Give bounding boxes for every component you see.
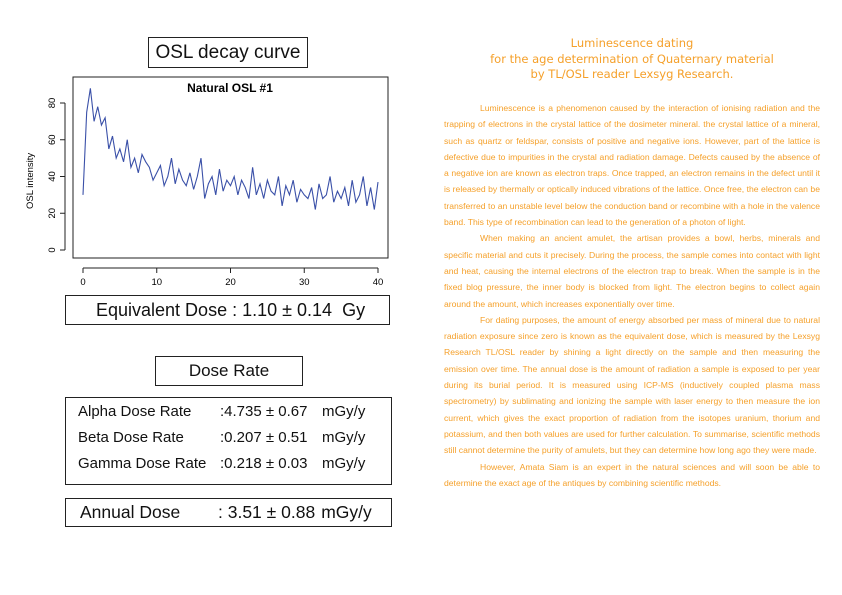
plot-title: Natural OSL #1 [187, 81, 273, 95]
chart-title-box: OSL decay curve [148, 37, 308, 68]
row-value: :4.735 ± 0.67 [220, 403, 308, 420]
article-heading: Luminescence dating for the age determin… [444, 36, 820, 83]
paragraph: When making an ancient amulet, the artis… [444, 233, 820, 309]
annual-dose-box: Annual Dose : 3.51 ± 0.88 mGy/y [65, 498, 392, 527]
gamma-dose-row: Gamma Dose Rate :0.218 ± 0.03 mGy/y [78, 454, 391, 480]
annual-dose-value: : 3.51 ± 0.88 [218, 502, 316, 522]
osl-decay-chart: Natural OSL #1 OSL intensity 0 10 20 30 40 0 2… [25, 76, 389, 288]
y-tick-label: 40 [47, 171, 58, 182]
dose-rate-title: Dose Rate [155, 356, 303, 386]
y-axis-label: OSL intensity [25, 153, 36, 209]
plot-frame [72, 76, 389, 259]
x-tick-label: 0 [80, 277, 85, 288]
chart-axes: 0 10 20 30 40 0 20 40 60 80 [47, 98, 383, 288]
row-label: Alpha Dose Rate [78, 403, 192, 420]
row-value: :0.218 ± 0.03 [220, 455, 308, 472]
row-label: Gamma Dose Rate [78, 455, 207, 472]
beta-dose-row: Beta Dose Rate :0.207 ± 0.51 mGy/y [78, 428, 391, 454]
annual-dose-label: Annual Dose [80, 502, 181, 522]
article-body: Luminescence is a phenomenon caused by t… [444, 100, 820, 491]
y-tick-label: 0 [47, 247, 58, 252]
dose-rate-table: Alpha Dose Rate :4.735 ± 0.67 mGy/y Beta… [65, 397, 392, 485]
paragraph: For dating purposes, the amount of energ… [444, 314, 820, 456]
y-tick-label: 80 [47, 98, 58, 109]
equivalent-dose-unit: Gy [342, 300, 366, 320]
heading-line: Luminescence dating [570, 36, 694, 50]
row-unit: mGy/y [322, 429, 366, 446]
annual-dose-unit: mGy/y [321, 502, 372, 522]
alpha-dose-row: Alpha Dose Rate :4.735 ± 0.67 mGy/y [78, 402, 391, 428]
equivalent-dose-box: Equivalent Dose : 1.10 ± 0.14 Gy [65, 295, 390, 325]
x-tick-label: 30 [299, 277, 310, 288]
heading-line: by TL/OSL reader Lexsyg Research. [530, 67, 734, 81]
equivalent-dose-value: : 1.10 ± 0.14 [232, 300, 333, 320]
equivalent-dose-label: Equivalent Dose [96, 300, 228, 320]
row-unit: mGy/y [322, 455, 366, 472]
y-tick-label: 60 [47, 134, 58, 145]
row-label: Beta Dose Rate [78, 429, 184, 446]
x-tick-label: 40 [373, 277, 384, 288]
y-tick-label: 20 [47, 208, 58, 219]
paragraph: Luminescence is a phenomenon caused by t… [444, 103, 820, 228]
x-tick-label: 10 [151, 277, 162, 288]
heading-line: for the age determination of Quaternary … [490, 51, 774, 66]
row-unit: mGy/y [322, 403, 366, 420]
x-tick-label: 20 [225, 277, 236, 288]
osl-series-line [82, 88, 379, 210]
paragraph: However, Amata Siam is an expert in the … [444, 461, 820, 488]
row-value: :0.207 ± 0.51 [220, 429, 308, 446]
